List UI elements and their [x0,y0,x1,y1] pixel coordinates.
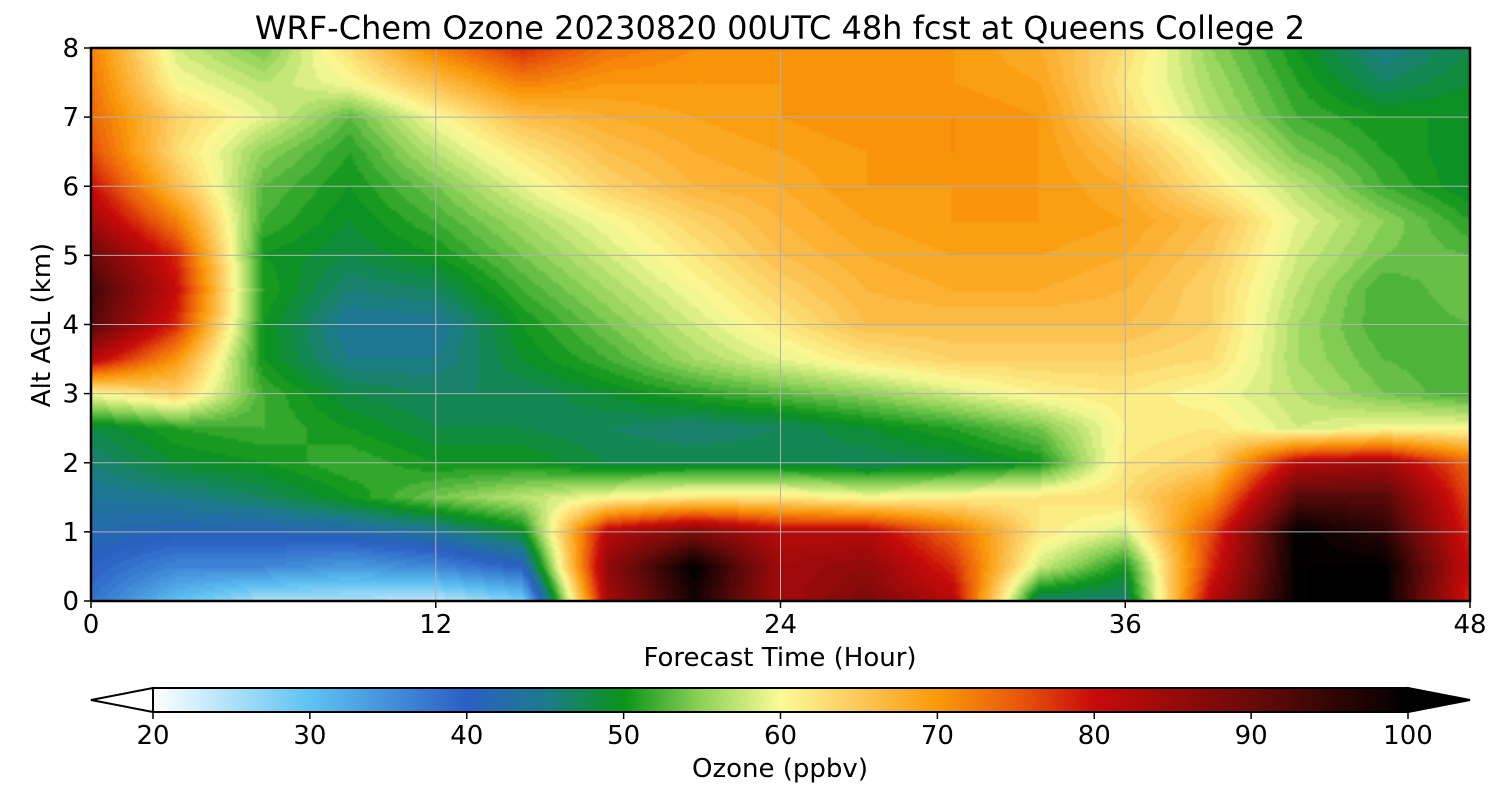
y-tick-label: 0 [62,587,79,617]
colorbar-label: Ozone (ppbv) [692,754,868,784]
y-tick-label: 8 [62,34,79,64]
colorbar-extend-high [1407,686,1471,714]
colorbar-tick-label: 40 [450,721,483,751]
y-axis-ticks: 0 1 2 3 4 5 6 7 8 [62,34,91,617]
colorbar-tick-label: 50 [607,721,640,751]
chart-title: WRF-Chem Ozone 20230820 00UTC 48h fcst a… [255,9,1305,47]
colorbar-tick-label: 60 [764,721,797,751]
colorbar: 20 30 40 50 60 70 80 90 100 Ozone (ppbv) [90,686,1471,784]
colorbar-ticks: 20 30 40 50 60 70 80 90 100 [136,712,1433,751]
colorbar-tick-label: 30 [293,721,326,751]
colorbar-tick-label: 80 [1078,721,1111,751]
colorbar-tick-label: 70 [921,721,954,751]
y-tick-label: 6 [62,172,79,202]
colorbar-body [152,687,1409,713]
colorbar-tick-label: 100 [1383,721,1433,751]
y-tick-label: 7 [62,103,79,133]
y-tick-label: 1 [62,518,79,548]
x-tick-label: 24 [764,610,797,640]
colorbar-tick-label: 20 [136,721,169,751]
x-tick-label: 48 [1453,610,1486,640]
x-tick-label: 12 [419,610,452,640]
y-tick-label: 3 [62,380,79,410]
y-tick-label: 5 [62,241,79,271]
x-axis-label: Forecast Time (Hour) [643,643,916,673]
colorbar-extend-low [90,686,154,714]
x-tick-label: 0 [83,610,100,640]
x-tick-label: 36 [1109,610,1142,640]
y-tick-label: 2 [62,449,79,479]
x-axis-ticks: 0 12 24 36 48 [83,601,1487,640]
grid-lines [91,48,1470,601]
y-tick-label: 4 [62,311,79,341]
colorbar-tick-label: 90 [1235,721,1268,751]
y-axis-label: Alt AGL (km) [27,243,57,407]
